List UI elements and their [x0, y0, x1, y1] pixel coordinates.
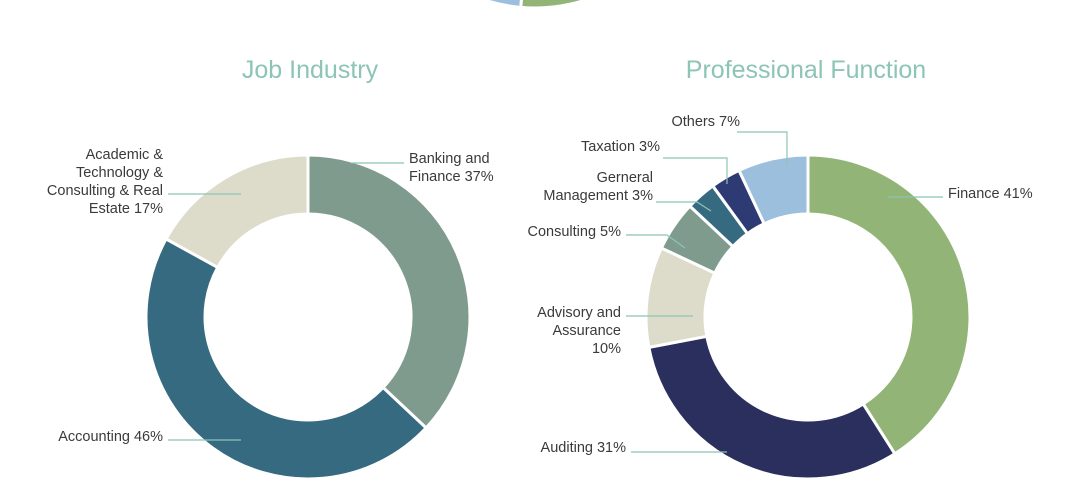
leader-line — [656, 201, 712, 212]
slice-label-line: Finance 37% — [409, 169, 494, 185]
labels-job-industry: Banking and Finance 37% Accounting 46% Acad… — [47, 147, 494, 445]
slice-label-line: Management 3% — [543, 188, 653, 204]
slice-label-line: Estate 17% — [89, 201, 163, 217]
donut-slice — [144, 236, 429, 481]
labels-professional-function: Finance 41% Auditing 31% Advisory and Assur… — [528, 114, 1033, 456]
slice-label: Gerneral Management 3% — [543, 170, 653, 204]
slice-label: Advisory and Assurance 10% — [537, 305, 621, 357]
chart-title-professional-function: Professional Function — [686, 56, 926, 84]
donut-slice — [647, 334, 897, 481]
slice-label-line: Accounting 46% — [58, 429, 163, 445]
top-partial-donut-slice-blue — [479, 0, 523, 10]
slice-label-line: Technology & — [76, 165, 163, 181]
slice-label-line: Gerneral — [597, 170, 653, 186]
donut-slice — [306, 153, 472, 431]
slice-label-line: Finance 41% — [948, 186, 1033, 202]
slice-label-line: Taxation 3% — [581, 139, 660, 155]
donut-slice — [737, 153, 810, 226]
chart-title-job-industry: Job Industry — [242, 56, 379, 84]
slice-label: Consulting 5% — [528, 224, 622, 240]
slice-label: Academic & Technology & Consulting & Real E… — [47, 147, 163, 217]
slice-label-line: Consulting 5% — [528, 224, 622, 240]
slice-label: Taxation 3% — [581, 139, 660, 155]
slice-label-line: Assurance — [552, 323, 621, 339]
slice-label-line: Auditing 31% — [541, 440, 627, 456]
top-partial-donut — [479, 0, 591, 10]
top-partial-donut-slice-green — [519, 0, 591, 10]
slice-label-line: Advisory and — [537, 305, 621, 321]
slice-label: Others 7% — [672, 114, 741, 130]
slice-label-line: Others 7% — [672, 114, 741, 130]
donut-chart-professional-function — [644, 153, 972, 481]
slice-label-line: Consulting & Real — [47, 183, 163, 199]
slice-label: Banking and Finance 37% — [409, 151, 494, 185]
slice-label-line: Banking and — [409, 151, 490, 167]
donut-chart-job-industry — [144, 153, 472, 481]
slice-label: Accounting 46% — [58, 429, 163, 445]
slice-label-line: Academic & — [86, 147, 164, 163]
leader-line — [663, 157, 728, 184]
donut-slice — [806, 153, 972, 456]
leader-line — [626, 234, 686, 249]
slice-label-line: 10% — [592, 341, 621, 357]
donut-slice — [164, 153, 310, 270]
leader-line — [737, 131, 788, 166]
slice-label: Finance 41% — [948, 186, 1033, 202]
slice-label: Auditing 31% — [541, 440, 627, 456]
